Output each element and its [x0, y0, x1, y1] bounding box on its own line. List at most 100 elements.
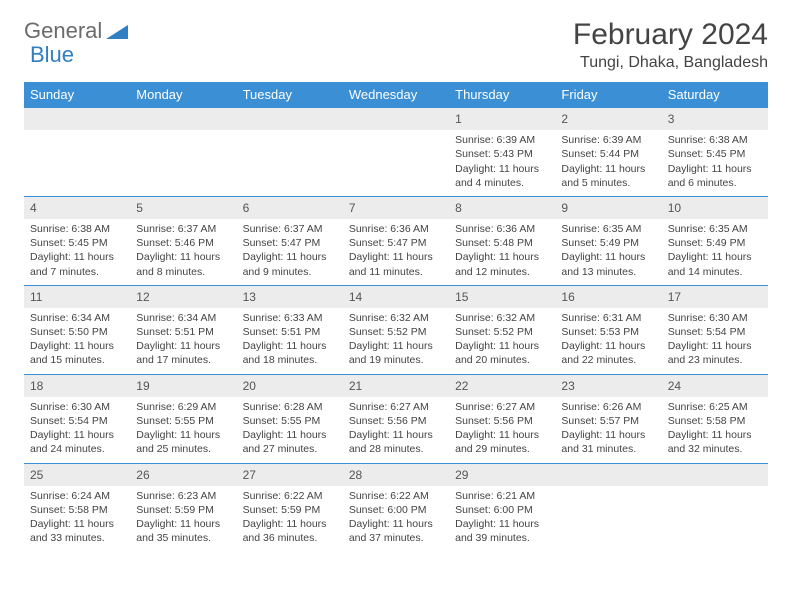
day-number: 17: [662, 285, 768, 308]
logo: General: [24, 18, 130, 44]
sunrise-line: Sunrise: 6:38 AM: [668, 133, 762, 147]
day-body: [237, 130, 343, 190]
logo-text-blue: Blue: [30, 42, 74, 68]
sunset-line: Sunset: 5:48 PM: [455, 236, 549, 250]
day-number: 22: [449, 374, 555, 397]
sunrise-line: Sunrise: 6:27 AM: [455, 400, 549, 414]
calendar-table: SundayMondayTuesdayWednesdayThursdayFrid…: [24, 82, 768, 551]
weekday-header: Wednesday: [343, 82, 449, 107]
calendar-day-cell: 2Sunrise: 6:39 AMSunset: 5:44 PMDaylight…: [555, 107, 661, 196]
calendar-day-cell: 7Sunrise: 6:36 AMSunset: 5:47 PMDaylight…: [343, 196, 449, 285]
day-number: 13: [237, 285, 343, 308]
sunrise-line: Sunrise: 6:37 AM: [136, 222, 230, 236]
day-number: [237, 107, 343, 130]
day-body: Sunrise: 6:34 AMSunset: 5:50 PMDaylight:…: [24, 308, 130, 374]
day-body: Sunrise: 6:25 AMSunset: 5:58 PMDaylight:…: [662, 397, 768, 463]
day-body: Sunrise: 6:22 AMSunset: 5:59 PMDaylight:…: [237, 486, 343, 552]
calendar-week-row: 4Sunrise: 6:38 AMSunset: 5:45 PMDaylight…: [24, 196, 768, 285]
day-body: Sunrise: 6:24 AMSunset: 5:58 PMDaylight:…: [24, 486, 130, 552]
day-number: 12: [130, 285, 236, 308]
day-body: Sunrise: 6:38 AMSunset: 5:45 PMDaylight:…: [662, 130, 768, 196]
calendar-week-row: 11Sunrise: 6:34 AMSunset: 5:50 PMDayligh…: [24, 285, 768, 374]
calendar-day-cell: 8Sunrise: 6:36 AMSunset: 5:48 PMDaylight…: [449, 196, 555, 285]
day-number: 16: [555, 285, 661, 308]
sunrise-line: Sunrise: 6:32 AM: [349, 311, 443, 325]
day-number: [555, 463, 661, 486]
day-number: 9: [555, 196, 661, 219]
calendar-day-cell: 26Sunrise: 6:23 AMSunset: 5:59 PMDayligh…: [130, 463, 236, 552]
sunrise-line: Sunrise: 6:25 AM: [668, 400, 762, 414]
day-number: [130, 107, 236, 130]
calendar-day-cell: 27Sunrise: 6:22 AMSunset: 5:59 PMDayligh…: [237, 463, 343, 552]
day-body: Sunrise: 6:28 AMSunset: 5:55 PMDaylight:…: [237, 397, 343, 463]
sunset-line: Sunset: 5:55 PM: [136, 414, 230, 428]
day-number: 5: [130, 196, 236, 219]
calendar-week-row: 1Sunrise: 6:39 AMSunset: 5:43 PMDaylight…: [24, 107, 768, 196]
day-number: 4: [24, 196, 130, 219]
calendar-day-cell: 14Sunrise: 6:32 AMSunset: 5:52 PMDayligh…: [343, 285, 449, 374]
sunrise-line: Sunrise: 6:35 AM: [561, 222, 655, 236]
sunset-line: Sunset: 5:47 PM: [243, 236, 337, 250]
daylight-line: Daylight: 11 hours and 5 minutes.: [561, 162, 655, 190]
calendar-day-cell: 5Sunrise: 6:37 AMSunset: 5:46 PMDaylight…: [130, 196, 236, 285]
daylight-line: Daylight: 11 hours and 35 minutes.: [136, 517, 230, 545]
calendar-empty-cell: [24, 107, 130, 196]
sunset-line: Sunset: 5:50 PM: [30, 325, 124, 339]
calendar-body: 1Sunrise: 6:39 AMSunset: 5:43 PMDaylight…: [24, 107, 768, 551]
day-body: [24, 130, 130, 190]
calendar-day-cell: 13Sunrise: 6:33 AMSunset: 5:51 PMDayligh…: [237, 285, 343, 374]
day-body: Sunrise: 6:23 AMSunset: 5:59 PMDaylight:…: [130, 486, 236, 552]
daylight-line: Daylight: 11 hours and 12 minutes.: [455, 250, 549, 278]
calendar-week-row: 25Sunrise: 6:24 AMSunset: 5:58 PMDayligh…: [24, 463, 768, 552]
sunset-line: Sunset: 5:56 PM: [349, 414, 443, 428]
day-body: [130, 130, 236, 190]
sunset-line: Sunset: 5:49 PM: [668, 236, 762, 250]
sunrise-line: Sunrise: 6:31 AM: [561, 311, 655, 325]
calendar-day-cell: 6Sunrise: 6:37 AMSunset: 5:47 PMDaylight…: [237, 196, 343, 285]
sunrise-line: Sunrise: 6:34 AM: [30, 311, 124, 325]
sunrise-line: Sunrise: 6:21 AM: [455, 489, 549, 503]
sunrise-line: Sunrise: 6:22 AM: [349, 489, 443, 503]
sunset-line: Sunset: 5:45 PM: [668, 147, 762, 161]
sunset-line: Sunset: 5:57 PM: [561, 414, 655, 428]
sunrise-line: Sunrise: 6:35 AM: [668, 222, 762, 236]
weekday-header: Tuesday: [237, 82, 343, 107]
weekday-header: Monday: [130, 82, 236, 107]
daylight-line: Daylight: 11 hours and 4 minutes.: [455, 162, 549, 190]
sunset-line: Sunset: 5:52 PM: [349, 325, 443, 339]
day-body: Sunrise: 6:37 AMSunset: 5:47 PMDaylight:…: [237, 219, 343, 285]
sunset-line: Sunset: 5:46 PM: [136, 236, 230, 250]
weekday-header: Sunday: [24, 82, 130, 107]
day-number: 21: [343, 374, 449, 397]
day-number: 7: [343, 196, 449, 219]
sunrise-line: Sunrise: 6:38 AM: [30, 222, 124, 236]
day-body: Sunrise: 6:32 AMSunset: 5:52 PMDaylight:…: [449, 308, 555, 374]
month-title: February 2024: [573, 18, 768, 52]
day-number: 10: [662, 196, 768, 219]
calendar-week-row: 18Sunrise: 6:30 AMSunset: 5:54 PMDayligh…: [24, 374, 768, 463]
weekday-header: Saturday: [662, 82, 768, 107]
day-body: Sunrise: 6:33 AMSunset: 5:51 PMDaylight:…: [237, 308, 343, 374]
sunrise-line: Sunrise: 6:23 AM: [136, 489, 230, 503]
day-body: Sunrise: 6:32 AMSunset: 5:52 PMDaylight:…: [343, 308, 449, 374]
sunrise-line: Sunrise: 6:36 AM: [349, 222, 443, 236]
daylight-line: Daylight: 11 hours and 19 minutes.: [349, 339, 443, 367]
calendar-day-cell: 9Sunrise: 6:35 AMSunset: 5:49 PMDaylight…: [555, 196, 661, 285]
sunrise-line: Sunrise: 6:34 AM: [136, 311, 230, 325]
sunset-line: Sunset: 6:00 PM: [455, 503, 549, 517]
daylight-line: Daylight: 11 hours and 15 minutes.: [30, 339, 124, 367]
day-number: 18: [24, 374, 130, 397]
sunrise-line: Sunrise: 6:30 AM: [668, 311, 762, 325]
calendar-day-cell: 1Sunrise: 6:39 AMSunset: 5:43 PMDaylight…: [449, 107, 555, 196]
calendar-day-cell: 24Sunrise: 6:25 AMSunset: 5:58 PMDayligh…: [662, 374, 768, 463]
calendar-empty-cell: [130, 107, 236, 196]
sunrise-line: Sunrise: 6:29 AM: [136, 400, 230, 414]
daylight-line: Daylight: 11 hours and 22 minutes.: [561, 339, 655, 367]
sunset-line: Sunset: 5:52 PM: [455, 325, 549, 339]
day-number: 6: [237, 196, 343, 219]
header: General February 2024 Tungi, Dhaka, Bang…: [24, 18, 768, 72]
sunset-line: Sunset: 5:47 PM: [349, 236, 443, 250]
sunset-line: Sunset: 5:51 PM: [136, 325, 230, 339]
day-number: 11: [24, 285, 130, 308]
location: Tungi, Dhaka, Bangladesh: [573, 54, 768, 72]
